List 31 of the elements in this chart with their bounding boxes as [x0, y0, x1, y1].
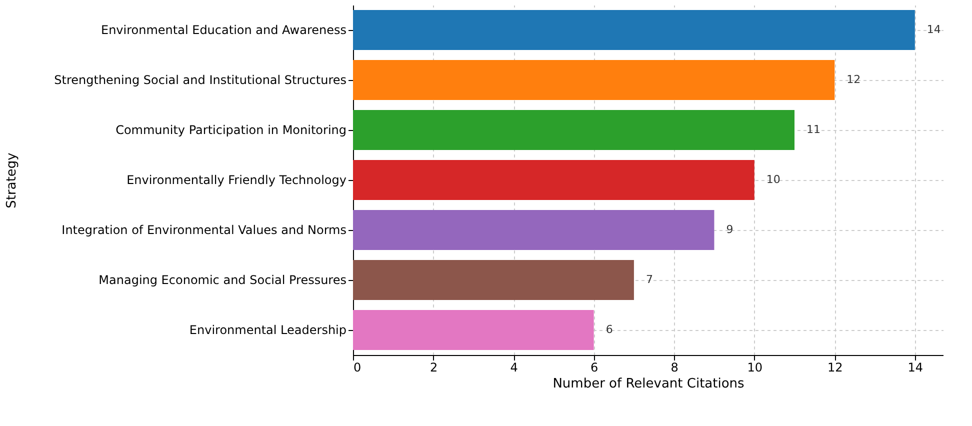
data-label: 7 — [646, 273, 653, 286]
x-tick-label: 8 — [670, 360, 678, 374]
bar — [353, 160, 754, 200]
data-label: 12 — [846, 73, 861, 86]
y-tick-label: Strengthening Social and Institutional Structures — [54, 73, 346, 87]
y-tick-label: Environmental Leadership — [189, 323, 346, 337]
bar — [353, 310, 594, 350]
x-axis-title: Number of Relevant Citations — [552, 376, 745, 392]
y-tick-label: Community Participation in Monitoring — [116, 123, 346, 137]
y-tick-label: Managing Economic and Social Pressures — [98, 273, 346, 287]
bar — [353, 210, 714, 250]
bar — [353, 10, 915, 50]
bar — [353, 60, 835, 100]
x-tick-label: 10 — [747, 360, 762, 374]
data-label: 6 — [606, 323, 613, 336]
x-tick-label: 2 — [430, 360, 438, 374]
y-tick-label: Environmental Education and Awareness — [100, 23, 346, 37]
x-tick-label: 12 — [827, 360, 843, 374]
data-label: 14 — [926, 23, 941, 36]
x-tick-label: 0 — [354, 360, 362, 374]
bar — [353, 110, 794, 150]
y-axis-title: Strategy — [4, 152, 20, 208]
data-label: 10 — [766, 173, 780, 186]
data-label: 11 — [806, 123, 820, 136]
y-tick-label: Environmentally Friendly Technology — [126, 173, 346, 187]
x-tick-label: 4 — [510, 360, 518, 374]
y-tick-label: Integration of Environmental Values and Norms — [62, 223, 346, 237]
data-label: 9 — [726, 223, 734, 236]
x-tick-label: 14 — [908, 360, 924, 374]
bar — [353, 260, 634, 300]
x-tick-label: 6 — [590, 360, 598, 374]
